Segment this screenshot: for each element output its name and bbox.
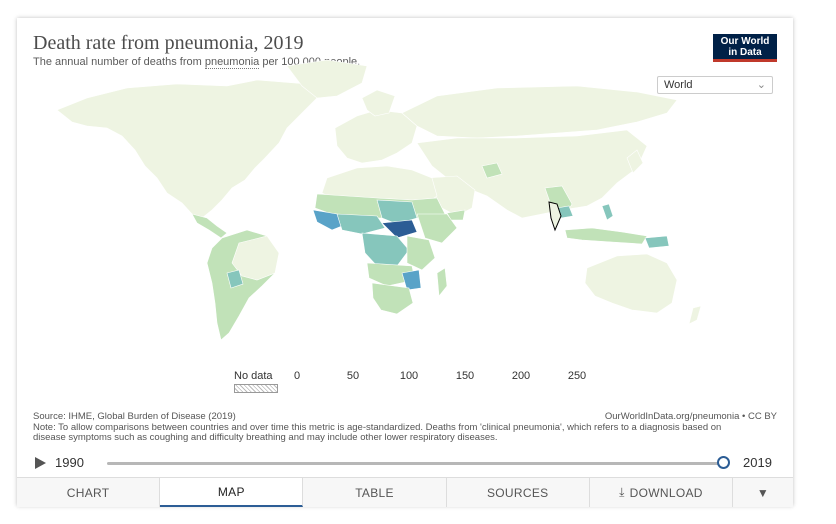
map-nigeria-region[interactable] [336, 213, 386, 235]
map-thailand[interactable] [548, 201, 562, 232]
download-icon: ⤓ [619, 485, 625, 499]
legend-tick-label: 100 [399, 370, 419, 382]
tab-map[interactable]: MAP [160, 478, 304, 507]
legend-no-data-label: No data [234, 370, 273, 382]
legend-tick-label: 150 [455, 370, 475, 382]
legend-tick-label: 0 [293, 370, 301, 382]
chevron-down-icon: ⌄ [756, 79, 766, 91]
map-russia[interactable] [401, 85, 678, 139]
tab-download-label: DOWNLOAD [629, 485, 703, 500]
map-bolivia[interactable] [226, 269, 244, 289]
world-map [56, 59, 702, 341]
map-southern-africa[interactable] [371, 282, 414, 315]
map-west-africa[interactable] [312, 209, 348, 231]
map-new-zealand[interactable] [688, 305, 702, 325]
tab-map-label: MAP [217, 484, 245, 499]
tab-table-label: TABLE [355, 485, 394, 500]
map-philippines[interactable] [601, 203, 614, 221]
share-button[interactable]: ▼ [733, 478, 793, 507]
map-east-africa[interactable] [406, 235, 436, 271]
map-ethiopia-somalia[interactable] [416, 213, 458, 244]
attribution-text[interactable]: OurWorldInData.org/pneumonia • CC BY [604, 411, 777, 422]
share-icon: ▼ [756, 485, 770, 500]
timeline-track[interactable] [107, 462, 725, 465]
tab-sources-label: SOURCES [486, 485, 549, 500]
owid-logo[interactable]: Our World in Data [713, 34, 777, 62]
source-text[interactable]: Source: IHME, Global Burden of Disease (… [33, 411, 236, 422]
timeline-start-year: 1990 [55, 455, 84, 470]
tab-chart[interactable]: CHART [17, 478, 161, 507]
map-angola-zambia[interactable] [366, 262, 416, 287]
tab-sources[interactable]: SOURCES [447, 478, 590, 507]
map-europe[interactable] [334, 109, 418, 164]
timeline-end-year: 2019 [743, 455, 772, 470]
region-select-value: World [664, 79, 693, 91]
map-zimbabwe-mozambique[interactable] [401, 269, 422, 291]
legend-tick-label: 250 [567, 370, 587, 382]
timeline-handle[interactable] [717, 456, 730, 469]
chart-frame: Death rate from pneumonia, 2019 The annu… [17, 18, 793, 507]
subtitle-prefix: The annual number of deaths from [33, 56, 205, 68]
play-icon[interactable] [35, 457, 46, 469]
map-drc[interactable] [361, 232, 410, 267]
map-indonesia[interactable] [564, 227, 648, 245]
map-japan[interactable] [626, 149, 644, 174]
map-afghanistan[interactable] [481, 162, 503, 179]
map-papua[interactable] [644, 235, 670, 249]
map-central-america[interactable] [191, 213, 228, 239]
map-central-africa[interactable] [381, 219, 418, 239]
tab-table[interactable]: TABLE [303, 478, 447, 507]
legend-no-data-swatch [234, 384, 278, 393]
region-select[interactable]: World ⌄ [657, 76, 773, 94]
legend-tick-label: 50 [346, 370, 360, 382]
pneumonia-link[interactable]: pneumonia [204, 56, 260, 69]
map-australia[interactable] [584, 253, 678, 314]
timeline: 1990 2019 [17, 454, 793, 474]
map-brazil[interactable] [231, 235, 280, 281]
map-greenland[interactable] [286, 59, 368, 99]
legend-tick-label: 200 [511, 370, 531, 382]
map-madagascar[interactable] [436, 267, 448, 297]
page-title: Death rate from pneumonia, 2019 [33, 32, 304, 54]
map-north-america[interactable] [56, 79, 318, 219]
tab-bar: CHART MAP TABLE SOURCES ⤓ DOWNLOAD ▼ [17, 477, 793, 507]
map-scandinavia[interactable] [361, 89, 396, 117]
note-text: Note: To allow comparisons between count… [33, 422, 722, 443]
tab-download[interactable]: ⤓ DOWNLOAD [590, 478, 734, 507]
tab-chart-label: CHART [66, 485, 110, 500]
logo-line-1: Our World [720, 36, 770, 47]
logo-line-2: in Data [728, 47, 762, 58]
